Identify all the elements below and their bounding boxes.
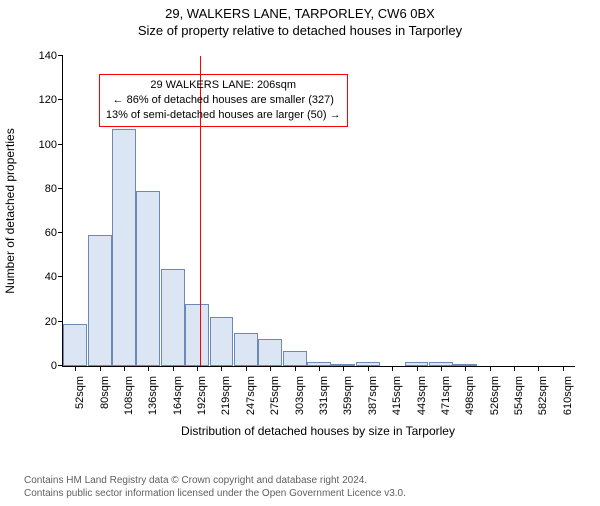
- y-tick-mark: [58, 55, 63, 56]
- x-tick-mark: [368, 366, 369, 371]
- x-tick-mark: [417, 366, 418, 371]
- histogram-bar: [161, 269, 185, 366]
- x-tick-mark: [538, 366, 539, 371]
- annotation-box: 29 WALKERS LANE: 206sqm← 86% of detached…: [99, 74, 348, 127]
- y-tick-label: 60: [45, 227, 63, 239]
- x-tick-label: 136sqm: [147, 376, 159, 415]
- x-tick-label: 275sqm: [269, 376, 281, 415]
- histogram-bar: [283, 351, 307, 367]
- x-tick-label: 164sqm: [172, 376, 184, 415]
- x-tick-label: 52sqm: [74, 376, 86, 409]
- footer-credits: Contains HM Land Registry data © Crown c…: [24, 474, 406, 500]
- annotation-line-2: ← 86% of detached houses are smaller (32…: [106, 93, 341, 108]
- y-tick-label: 20: [45, 316, 63, 328]
- x-tick-mark: [441, 366, 442, 371]
- histogram-bar: [258, 339, 282, 366]
- x-tick-mark: [295, 366, 296, 371]
- annotation-line-1: 29 WALKERS LANE: 206sqm: [106, 78, 341, 93]
- x-tick-mark: [75, 366, 76, 371]
- y-tick-mark: [58, 276, 63, 277]
- y-tick-label: 0: [51, 360, 63, 372]
- x-tick-label: 498sqm: [464, 376, 476, 415]
- x-tick-mark: [124, 366, 125, 371]
- x-tick-label: 331sqm: [318, 376, 330, 415]
- chart-container: 0 20 40 60 80 100 120 140 52sqm 80sqm 108sqm 136sqm…: [0, 50, 600, 450]
- y-tick-label: 80: [45, 183, 63, 195]
- histogram-bar: [88, 235, 112, 366]
- y-tick-mark: [58, 321, 63, 322]
- y-tick-mark: [58, 99, 63, 100]
- x-tick-label: 471sqm: [440, 376, 452, 415]
- x-tick-mark: [173, 366, 174, 371]
- y-tick-mark: [58, 232, 63, 233]
- x-tick-label: 303sqm: [294, 376, 306, 415]
- x-tick-label: 443sqm: [416, 376, 428, 415]
- x-tick-mark: [392, 366, 393, 371]
- x-tick-mark: [246, 366, 247, 371]
- footer-line-1: Contains HM Land Registry data © Crown c…: [24, 474, 406, 487]
- y-axis-label: Number of detached properties: [3, 128, 17, 293]
- y-tick-label: 120: [39, 94, 63, 106]
- x-tick-mark: [343, 366, 344, 371]
- x-tick-label: 387sqm: [367, 376, 379, 415]
- x-tick-mark: [197, 366, 198, 371]
- annotation-line-3: 13% of semi-detached houses are larger (…: [106, 108, 341, 123]
- footer-line-2: Contains public sector information licen…: [24, 487, 406, 500]
- histogram-bar: [234, 333, 258, 366]
- x-axis-label: Distribution of detached houses by size …: [62, 424, 574, 438]
- x-tick-mark: [490, 366, 491, 371]
- x-tick-label: 219sqm: [220, 376, 232, 415]
- x-tick-label: 582sqm: [537, 376, 549, 415]
- x-tick-mark: [465, 366, 466, 371]
- x-tick-label: 80sqm: [99, 376, 111, 409]
- y-tick-mark: [58, 188, 63, 189]
- x-tick-mark: [514, 366, 515, 371]
- histogram-bar: [112, 129, 136, 366]
- plot-area: 02040608010012014052sqm80sqm108sqm136sqm…: [62, 56, 575, 367]
- y-tick-mark: [58, 144, 63, 145]
- histogram-bar: [185, 304, 209, 366]
- y-tick-label: 140: [39, 50, 63, 62]
- x-tick-mark: [221, 366, 222, 371]
- x-tick-label: 554sqm: [513, 376, 525, 415]
- x-tick-mark: [270, 366, 271, 371]
- x-tick-mark: [319, 366, 320, 371]
- x-tick-mark: [100, 366, 101, 371]
- histogram-bar: [136, 191, 160, 366]
- x-tick-label: 359sqm: [342, 376, 354, 415]
- histogram-bar: [63, 324, 87, 366]
- x-tick-label: 526sqm: [489, 376, 501, 415]
- histogram-bar: [210, 317, 234, 366]
- x-tick-label: 415sqm: [391, 376, 403, 415]
- x-tick-mark: [148, 366, 149, 371]
- x-tick-label: 610sqm: [562, 376, 574, 415]
- x-tick-label: 192sqm: [196, 376, 208, 415]
- page-subtitle: Size of property relative to detached ho…: [0, 23, 600, 38]
- page-title: 29, WALKERS LANE, TARPORLEY, CW6 0BX: [0, 6, 600, 21]
- x-tick-label: 247sqm: [245, 376, 257, 415]
- x-tick-mark: [563, 366, 564, 371]
- y-tick-label: 40: [45, 271, 63, 283]
- y-tick-label: 100: [39, 139, 63, 151]
- x-tick-label: 108sqm: [123, 376, 135, 415]
